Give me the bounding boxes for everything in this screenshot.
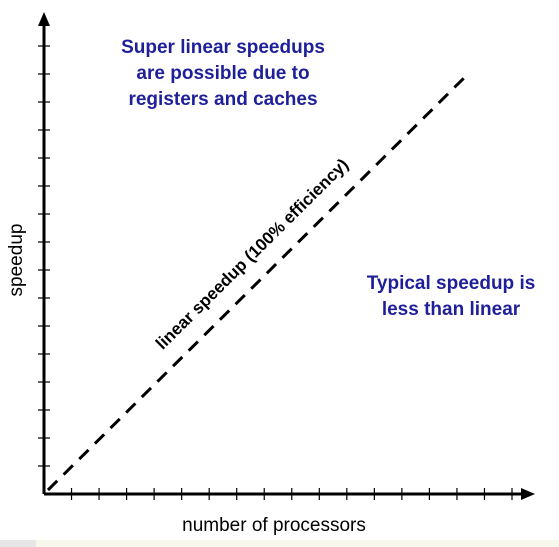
super-linear-note-line-1: Super linear speedups: [121, 37, 325, 58]
linear-speedup-label: linear speedup (100% efficiency): [152, 155, 352, 353]
bottom-strip: [0, 540, 559, 547]
x-axis-arrow: [521, 488, 535, 500]
y-axis-arrow: [38, 12, 50, 26]
x-axis-ticks: [70, 488, 513, 500]
linear-speedup-line: [46, 74, 468, 492]
y-axis-ticks: [38, 45, 50, 467]
super-linear-note-line-2: are possible due to: [136, 63, 309, 84]
super-linear-note-line-3: registers and caches: [128, 89, 317, 110]
bottom-strip-left: [0, 540, 36, 547]
typical-speedup-note-line-1: Typical speedup is: [367, 273, 536, 294]
x-axis-title: number of processors: [182, 515, 366, 536]
y-axis-title: speedup: [6, 224, 27, 297]
typical-speedup-note-line-2: less than linear: [382, 299, 521, 320]
